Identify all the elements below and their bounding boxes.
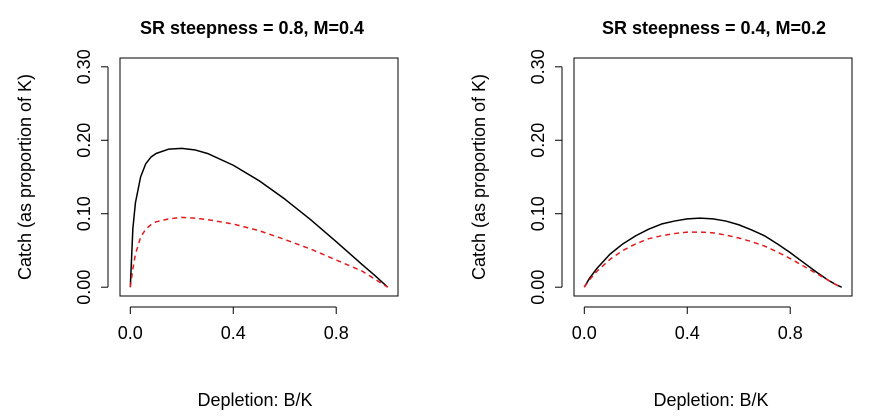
x-axis: 0.0 0.4 0.8 bbox=[118, 306, 349, 343]
x-tick-label: 0.8 bbox=[324, 323, 349, 343]
x-tick-label: 0.8 bbox=[778, 323, 803, 343]
series-line-2 bbox=[129, 216, 389, 288]
chart-panel-1: SR steepness = 0.8, M=0.4 0.0 0.4 0.8 0.00… bbox=[15, 18, 399, 410]
y-tick-label: 0.20 bbox=[528, 123, 548, 158]
y-axis-label: Catch (as proportion of K) bbox=[15, 74, 35, 280]
series-line-2 bbox=[583, 231, 842, 288]
y-tick-label: 0.30 bbox=[74, 49, 94, 84]
chart-marks bbox=[129, 147, 389, 288]
x-axis-label: Depletion: B/K bbox=[197, 390, 312, 410]
chart-marks bbox=[583, 217, 842, 288]
x-tick-label: 0.4 bbox=[221, 323, 246, 343]
plot-frame bbox=[119, 57, 399, 297]
chart-title: SR steepness = 0.4, M=0.2 bbox=[602, 18, 826, 38]
chart-title: SR steepness = 0.8, M=0.4 bbox=[140, 18, 364, 38]
y-tick-label: 0.00 bbox=[74, 270, 94, 305]
chart-panel-2: SR steepness = 0.4, M=0.2 0.0 0.4 0.8 0.00… bbox=[469, 18, 853, 410]
series-line-1 bbox=[129, 147, 389, 288]
y-axis: 0.00 0.10 0.20 0.30 bbox=[74, 49, 109, 305]
x-axis: 0.0 0.4 0.8 bbox=[572, 306, 803, 343]
x-tick-label: 0.0 bbox=[572, 323, 597, 343]
x-axis-label: Depletion: B/K bbox=[653, 390, 768, 410]
y-tick-label: 0.00 bbox=[528, 270, 548, 305]
y-axis: 0.00 0.10 0.20 0.30 bbox=[528, 49, 563, 305]
plot-frame bbox=[573, 57, 853, 297]
y-tick-label: 0.10 bbox=[528, 196, 548, 231]
y-tick-label: 0.30 bbox=[528, 49, 548, 84]
y-axis-label: Catch (as proportion of K) bbox=[469, 74, 489, 280]
y-tick-label: 0.10 bbox=[74, 196, 94, 231]
y-tick-label: 0.20 bbox=[74, 123, 94, 158]
x-tick-label: 0.4 bbox=[675, 323, 700, 343]
x-tick-label: 0.0 bbox=[118, 323, 143, 343]
series-line-1 bbox=[583, 217, 842, 288]
